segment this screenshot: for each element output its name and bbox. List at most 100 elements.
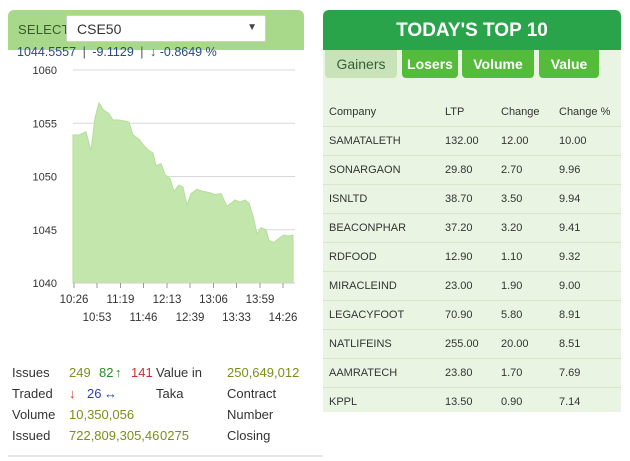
y-tick-label: 1045 bbox=[33, 225, 57, 237]
y-tick-label: 1055 bbox=[33, 118, 57, 130]
index-select-value: CSE50 bbox=[77, 21, 122, 37]
y-tick-label: 1060 bbox=[33, 65, 57, 77]
change-percent-cell: 9.32 bbox=[559, 251, 581, 263]
x-tick-label: 11:19 bbox=[107, 294, 135, 306]
change-percent-cell: 10.00 bbox=[559, 135, 587, 147]
x-tick-label: 11:46 bbox=[130, 312, 158, 324]
change-cell: 12.00 bbox=[501, 135, 529, 147]
down-arrow-icon: ↓ bbox=[150, 45, 157, 59]
company-cell: RDFOOD bbox=[329, 251, 377, 263]
ltp-cell: 38.70 bbox=[445, 193, 473, 205]
y-tick-label: 1050 bbox=[33, 172, 57, 184]
ltp-cell: 23.80 bbox=[445, 367, 473, 379]
change-cell: 1.90 bbox=[501, 280, 523, 292]
index-change-percent: -0.8649 % bbox=[159, 45, 217, 59]
contract-label: Contract bbox=[227, 386, 277, 401]
top10-title: TODAY'S TOP 10 bbox=[323, 10, 621, 50]
index-change: -9.1129 bbox=[92, 45, 134, 59]
column-header-change-percent: Change % bbox=[559, 106, 611, 118]
table-row[interactable]: BEACONPHAR 37.20 3.20 9.41 bbox=[323, 213, 621, 242]
down-arrow-icon: ↓ bbox=[69, 386, 76, 401]
volume-label: Volume bbox=[12, 407, 56, 422]
separator: | bbox=[140, 45, 144, 59]
company-cell: SAMATALETH bbox=[329, 135, 401, 147]
ltp-cell: 29.80 bbox=[445, 164, 473, 176]
change-percent-cell: 9.96 bbox=[559, 164, 581, 176]
company-cell: LEGACYFOOT bbox=[329, 309, 405, 321]
issues-label: Issues bbox=[12, 365, 50, 380]
tab-value[interactable]: Value bbox=[539, 50, 599, 78]
issues-total: 249 bbox=[69, 365, 91, 380]
issued-value: 722,809,305,46 bbox=[69, 428, 160, 443]
table-row[interactable]: ISNLTD 38.70 3.50 9.94 bbox=[323, 184, 621, 213]
change-cell: 0.90 bbox=[501, 396, 523, 408]
tab-volume[interactable]: Volume bbox=[462, 50, 534, 78]
change-cell: 20.00 bbox=[501, 338, 529, 350]
column-header-ltp: LTP bbox=[445, 106, 465, 118]
table-row[interactable]: KPPL 13.50 0.90 7.14 bbox=[323, 387, 621, 416]
change-percent-cell: 7.14 bbox=[559, 396, 581, 408]
index-select-dropdown[interactable]: CSE50 ▼ bbox=[66, 15, 266, 42]
column-header-change: Change bbox=[501, 106, 540, 118]
change-percent-cell: 7.69 bbox=[559, 367, 581, 379]
index-selector-bar: SELECT CSE50 ▼ bbox=[8, 10, 304, 50]
table-row[interactable]: SONARGAON 29.80 2.70 9.96 bbox=[323, 155, 621, 184]
separator: | bbox=[82, 45, 86, 59]
ltp-cell: 132.00 bbox=[445, 135, 479, 147]
company-cell: ISNLTD bbox=[329, 193, 368, 205]
unchanged-arrow-icon: ↔ bbox=[104, 386, 117, 401]
traded-label: Traded bbox=[12, 386, 53, 401]
change-cell: 3.50 bbox=[501, 193, 523, 205]
table-row[interactable]: AAMRATECH 23.80 1.70 7.69 bbox=[323, 358, 621, 387]
change-percent-cell: 8.51 bbox=[559, 338, 581, 350]
company-cell: NATLIFEINS bbox=[329, 338, 392, 350]
value-in-taka: 250,649,012 bbox=[227, 365, 300, 380]
column-header-company: Company bbox=[329, 106, 377, 118]
x-tick-label: 12:39 bbox=[176, 312, 205, 324]
index-chart: 1060 1055 1050 1045 1040 10:26 10:53 11:19 11:46… bbox=[0, 60, 310, 330]
issues-up-count: 82 bbox=[99, 365, 114, 380]
company-cell: KPPL bbox=[329, 396, 358, 408]
index-value: 1044.5557 bbox=[17, 45, 77, 59]
x-tick-label: 13:59 bbox=[246, 294, 275, 306]
number-label: Number bbox=[227, 407, 274, 422]
issues-down-count: 141 bbox=[131, 365, 153, 380]
ltp-cell: 12.90 bbox=[445, 251, 473, 263]
ltp-cell: 37.20 bbox=[445, 222, 473, 234]
stats-row-volume: Volume 10,350,056 Number bbox=[12, 407, 312, 427]
up-arrow-icon: ↑ bbox=[115, 365, 122, 380]
tab-gainers[interactable]: Gainers bbox=[325, 50, 397, 78]
series-area bbox=[72, 101, 294, 284]
top10-tabs: Gainers Losers Volume Value bbox=[323, 50, 621, 88]
x-tick-label: 10:26 bbox=[60, 294, 89, 306]
change-percent-cell: 9.00 bbox=[559, 280, 581, 292]
stats-row-issues: Issues 249 82 ↑ 141 Value in 250,649,012 bbox=[12, 365, 312, 385]
stats-row-issued: Issued 722,809,305,46 0275 Closing bbox=[12, 428, 312, 448]
change-cell: 5.80 bbox=[501, 309, 523, 321]
change-cell: 1.10 bbox=[501, 251, 523, 263]
company-cell: SONARGAON bbox=[329, 164, 401, 176]
table-row[interactable]: SAMATALETH 132.00 12.00 10.00 bbox=[323, 126, 621, 155]
change-cell: 1.70 bbox=[501, 367, 523, 379]
table-row[interactable]: NATLIFEINS 255.00 20.00 8.51 bbox=[323, 329, 621, 358]
x-tick-label: 13:33 bbox=[222, 312, 251, 324]
issues-unchanged-count: 26 bbox=[87, 386, 102, 401]
change-percent-cell: 8.91 bbox=[559, 309, 581, 321]
table-row[interactable]: RDFOOD 12.90 1.10 9.32 bbox=[323, 242, 621, 271]
ltp-cell: 23.00 bbox=[445, 280, 473, 292]
value-in-label: Value in bbox=[156, 365, 203, 380]
x-tick-label: 14:26 bbox=[269, 312, 298, 324]
index-summary: 1044.5557 | -9.1129 | ↓ -0.8649 % bbox=[17, 45, 217, 59]
table-row[interactable]: MIRACLEIND 23.00 1.90 9.00 bbox=[323, 271, 621, 300]
x-tick-label: 12:13 bbox=[153, 294, 182, 306]
table-row[interactable]: LEGACYFOOT 70.90 5.80 8.91 bbox=[323, 300, 621, 329]
x-tick-label: 13:06 bbox=[199, 294, 228, 306]
taka-label: Taka bbox=[156, 386, 184, 401]
top10-panel: TODAY'S TOP 10 Gainers Losers Volume Val… bbox=[323, 10, 621, 412]
chevron-down-icon: ▼ bbox=[247, 22, 257, 33]
issued-value-tail: 0275 bbox=[160, 428, 189, 443]
stats-row-traded: Traded ↓ 26 ↔ Taka Contract bbox=[12, 386, 312, 406]
tab-losers[interactable]: Losers bbox=[402, 50, 458, 78]
company-cell: AAMRATECH bbox=[329, 367, 398, 379]
select-label: SELECT bbox=[18, 22, 70, 37]
